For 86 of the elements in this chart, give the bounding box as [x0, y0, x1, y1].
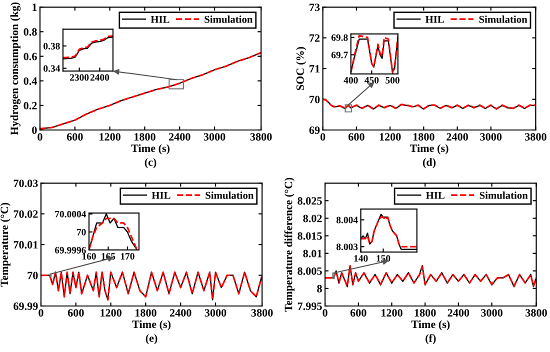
y-tick-label: 8.003 [336, 244, 358, 250]
x-tick-label: 0 [322, 309, 328, 317]
legend-label: HIL [150, 16, 170, 23]
text: (e) [146, 334, 158, 344]
x-tick-label: 500 [386, 76, 400, 84]
x-tick-label: 3000 [204, 309, 226, 317]
legend-label: HIL [152, 192, 170, 199]
x-tick-label: 170 [120, 253, 134, 260]
y-tick-label: 69.99 [14, 302, 38, 310]
y-tick-label: 0.6 [24, 52, 37, 60]
x-tick-label: 2400 [168, 133, 190, 141]
y-tick-label: 70.01 [14, 241, 38, 249]
x-tick-label: 600 [66, 133, 83, 141]
x-tick-label: 400 [344, 76, 358, 84]
legend-label: Simulation [206, 192, 254, 199]
y-axis-title: SOC (%) [296, 46, 306, 90]
x-tick-label: 2300 [70, 74, 89, 81]
x-tick-label: 3000 [481, 309, 502, 317]
x-tick-label: 3000 [480, 133, 502, 141]
x-tick-label: 140 [354, 255, 368, 262]
y-tick-label: 0.38 [44, 42, 60, 50]
x-tick-label: 3800 [526, 309, 547, 317]
x-tick-label: 2400 [170, 309, 192, 317]
legend-label: HIL [425, 16, 444, 23]
text: (f) [426, 334, 436, 344]
y-tick-label: 69.9996 [54, 246, 86, 254]
y-tick-label: 69.7 [331, 52, 348, 58]
x-tick-label: 2400 [90, 74, 110, 81]
x-tick-label: 1800 [134, 133, 156, 141]
x-tick-label: 1800 [413, 133, 434, 141]
x-tick-label: 1200 [100, 309, 122, 317]
x-tick-label: 3800 [525, 133, 546, 141]
legend-label: HIL [426, 192, 444, 199]
y-tick-label: 1 [32, 4, 37, 11]
x-tick-label: 2400 [446, 133, 468, 141]
y-tick-label: 70 [28, 272, 38, 280]
legend-label: Simulation [480, 192, 528, 199]
y-tick-label: 8.004 [336, 216, 358, 224]
y-tick-label: 0.4 [24, 77, 37, 85]
y-tick-label: 8.015 [298, 232, 322, 240]
y-tick-label: 70.02 [14, 210, 38, 218]
y-tick-label: 7.995 [298, 302, 322, 310]
y-tick-label: 0.8 [24, 28, 37, 36]
x-axis-title: Time (s) [411, 320, 450, 330]
text: (d) [422, 158, 436, 168]
y-tick-label: 69 [309, 126, 320, 134]
x-tick-label: 3800 [250, 133, 272, 141]
y-tick-label: 8.02 [303, 214, 322, 222]
x-tick-label: 0 [38, 309, 44, 317]
y-tick-label: 70 [77, 228, 86, 236]
y-tick-label: 0.2 [24, 102, 37, 110]
x-axis-title: Time (s) [132, 320, 171, 330]
y-tick-label: 8 [317, 284, 322, 292]
x-tick-label: 1200 [380, 133, 401, 141]
y-tick-label: 73 [310, 4, 320, 12]
y-tick-label: 71 [310, 65, 320, 72]
y-axis-title: Temperature (°C) [0, 202, 10, 287]
x-tick-label: 1200 [100, 133, 120, 141]
y-tick-label: 70.03 [14, 180, 38, 188]
y-tick-label: 70.0004 [55, 210, 86, 218]
y-tick-label: 72 [310, 34, 320, 42]
y-tick-label: 8.005 [298, 267, 322, 275]
text: (c) [144, 158, 156, 168]
x-tick-label: 1800 [135, 309, 156, 317]
x-tick-label: 450 [364, 76, 379, 84]
x-axis-title: Time (s) [131, 144, 170, 154]
x-tick-label: 600 [68, 309, 84, 317]
x-tick-label: 160 [82, 253, 96, 260]
x-tick-label: 600 [348, 133, 364, 141]
x-axis-title: Time (s) [410, 144, 448, 154]
x-tick-label: 3000 [204, 133, 226, 141]
y-tick-label: 8.01 [303, 250, 322, 258]
y-tick-label: 70 [310, 96, 320, 104]
y-tick-label: 0.34 [44, 65, 60, 72]
y-tick-label: 8.025 [298, 197, 322, 205]
legend-label: Simulation [204, 16, 253, 23]
y-tick-label: 69.8 [331, 34, 348, 41]
y-axis-title: Temperature difference (°C) [284, 178, 294, 312]
y-tick-label: 0 [32, 126, 37, 134]
x-tick-label: 600 [350, 309, 366, 317]
y-axis-title: Hydrogen consumption (kg) [10, 2, 21, 135]
x-tick-label: 1200 [382, 309, 402, 317]
x-tick-label: 3800 [251, 309, 273, 317]
x-tick-label: 2400 [448, 309, 470, 317]
legend-label: Simulation [479, 16, 528, 23]
x-tick-label: 1800 [414, 309, 436, 317]
